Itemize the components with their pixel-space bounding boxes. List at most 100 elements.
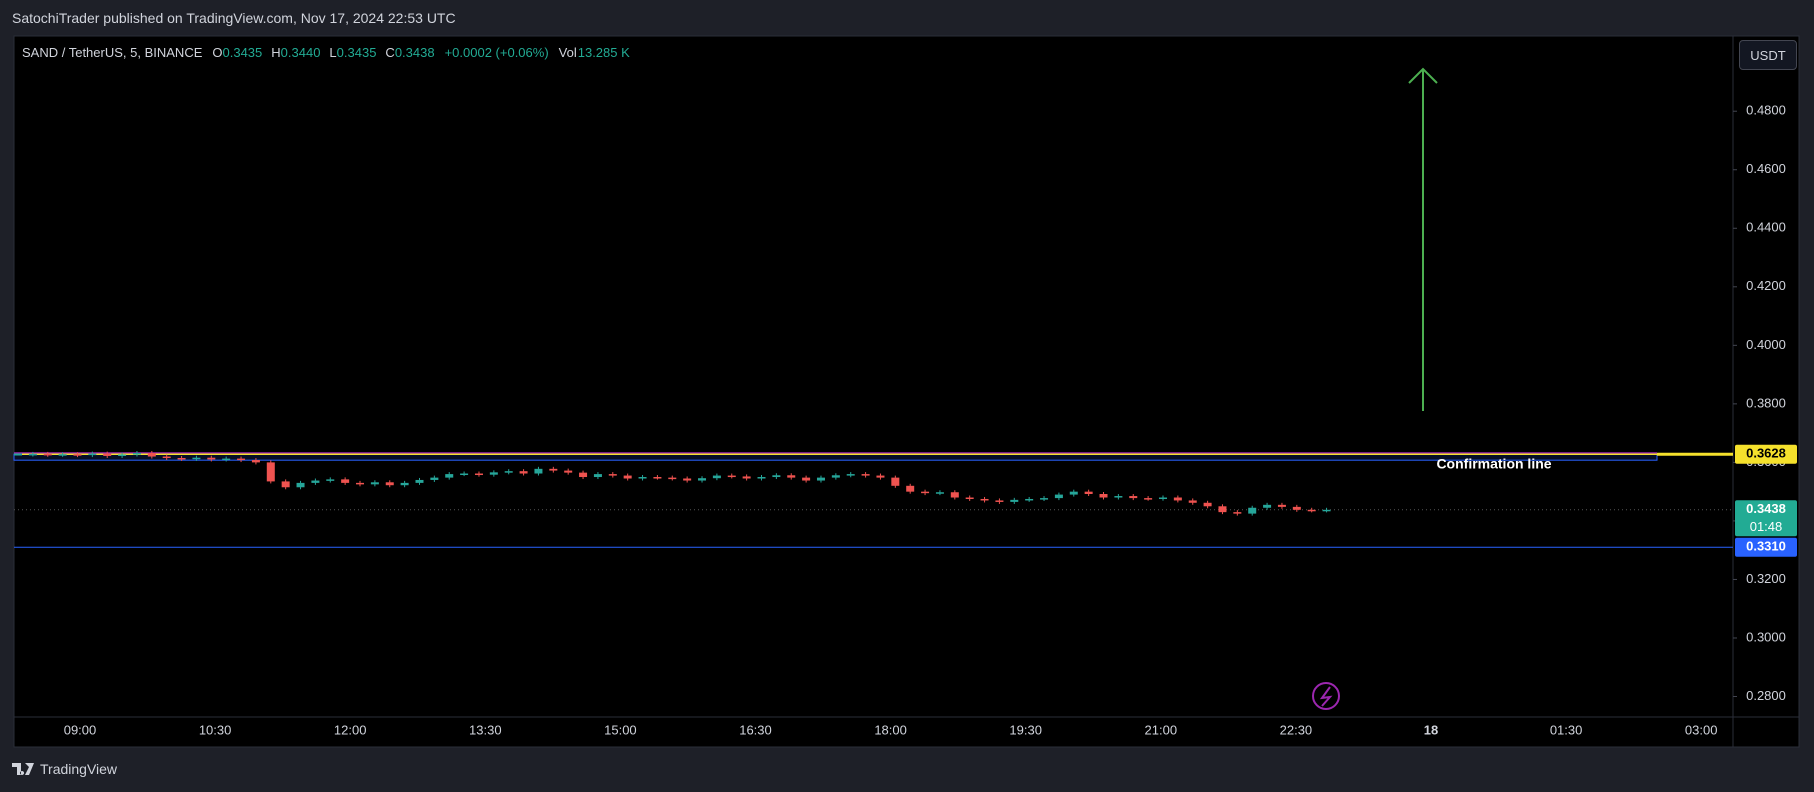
candle (103, 453, 112, 456)
candle (28, 453, 37, 456)
candle (1188, 500, 1197, 503)
x-tick-label: 22:30 (1280, 722, 1313, 737)
candle (1203, 502, 1212, 507)
candle (1307, 509, 1316, 512)
confirmation-box (13, 453, 1658, 461)
candle (831, 475, 840, 478)
volume-value: 13.285 K (577, 45, 630, 60)
candle (698, 478, 707, 481)
candle (192, 457, 201, 460)
icon-ring[interactable] (1312, 682, 1340, 710)
candle (980, 498, 989, 501)
y-tick-label: 0.3000 (1746, 629, 1786, 644)
ohlc-key: O (212, 45, 223, 60)
candle (846, 474, 855, 476)
ohlc-key: H (271, 45, 281, 60)
candle (14, 453, 22, 456)
ohlc-item: L0.3435 (329, 45, 376, 60)
candle (876, 475, 885, 478)
ohlc-item: O0.3435 (212, 45, 262, 60)
y-tick-label: 0.4200 (1746, 278, 1786, 293)
candle (415, 479, 424, 483)
candle (1025, 498, 1034, 501)
candle (906, 485, 915, 492)
candle (460, 473, 469, 476)
candle (1114, 496, 1123, 498)
candle (73, 454, 82, 456)
candle (1040, 498, 1049, 500)
candle (162, 456, 171, 459)
x-tick-label: 10:30 (199, 722, 232, 737)
candle (1233, 512, 1242, 514)
candle (950, 492, 959, 498)
y-tick-label: 0.3800 (1746, 395, 1786, 410)
candle (356, 482, 365, 485)
icon-bolt[interactable] (1319, 686, 1333, 707)
candle (564, 470, 573, 473)
price-label-box (1735, 537, 1797, 557)
candle (296, 482, 305, 488)
candle (1248, 507, 1257, 514)
candle (579, 472, 588, 478)
ohlc-key: C (385, 45, 395, 60)
candle (251, 460, 260, 463)
logo-shape (12, 763, 34, 775)
publish-info: SatochiTrader published on TradingView.c… (12, 10, 456, 26)
candle (177, 458, 186, 460)
candle (935, 492, 944, 494)
candle (593, 474, 602, 478)
x-tick-label: 15:00 (604, 722, 637, 737)
ohlc-key: L (329, 45, 337, 60)
plot (13, 451, 1733, 548)
candle (1322, 509, 1331, 512)
y-tick-label: 0.4800 (1746, 103, 1786, 118)
candle (519, 471, 528, 474)
price-label: 0.3438 (1746, 501, 1786, 516)
candle (861, 474, 870, 476)
candle (132, 453, 141, 455)
candle (965, 497, 974, 500)
lightning-icon[interactable] (1312, 682, 1340, 710)
candle (147, 453, 156, 457)
candle (1292, 506, 1301, 510)
candle (504, 471, 513, 473)
x-tick-label: 03:00 (1685, 722, 1718, 737)
currency-button[interactable]: USDT (1739, 40, 1797, 70)
price-label-box (1735, 500, 1797, 537)
candle (772, 475, 781, 478)
change: +0.0002 (+0.06%) (444, 45, 549, 60)
candle (549, 468, 558, 471)
candle (891, 477, 900, 486)
candle (370, 482, 379, 485)
candle (608, 474, 617, 476)
candle (88, 453, 97, 456)
x-tick-label: 18 (1424, 722, 1438, 737)
candle (43, 453, 52, 456)
arrow-head (1408, 67, 1438, 84)
volume: Vol13.285 K (559, 45, 630, 60)
candle (1069, 491, 1078, 495)
chart-pane (13, 35, 1800, 748)
y-tick-label: 0.4000 (1746, 337, 1786, 352)
candle (742, 476, 751, 479)
candle (623, 475, 632, 479)
candle (474, 473, 483, 476)
candle (266, 462, 275, 482)
ohlc-value: 0.3440 (280, 45, 321, 60)
candle (281, 481, 290, 488)
candle (1099, 493, 1108, 498)
candle (1054, 494, 1063, 499)
x-tick-label: 01:30 (1550, 722, 1583, 737)
candle (995, 500, 1004, 502)
candle (727, 475, 736, 478)
symbol: SAND / TetherUS, 5, BINANCE (22, 45, 203, 60)
annotation: Confirmation line (1436, 456, 1551, 472)
candle (1173, 497, 1182, 501)
candle (326, 479, 335, 481)
candle (802, 477, 811, 481)
ohlc: O0.3435 H0.3440 L0.3435 C0.3438 (212, 45, 434, 60)
candle (430, 477, 439, 480)
ohlc-value: 0.3435 (222, 45, 263, 60)
ohlc-value: 0.3438 (394, 45, 435, 60)
